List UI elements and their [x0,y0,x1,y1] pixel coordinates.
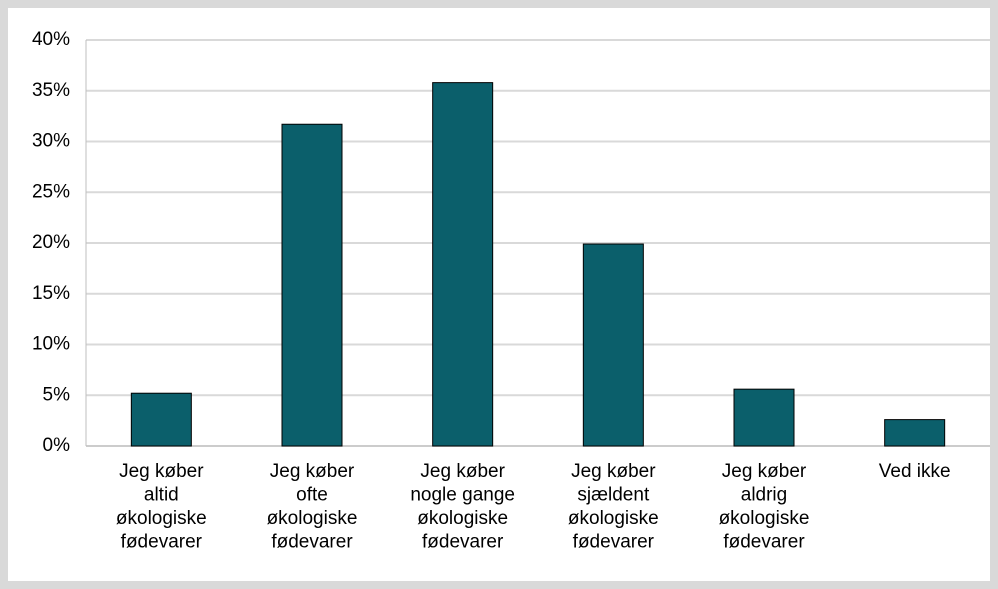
x-tick-label: fødevarer [573,532,655,553]
y-tick-label: 10% [32,334,70,355]
x-tick-label: økologiske [417,508,508,529]
y-tick-label: 5% [43,384,71,405]
x-tick-label: sjældent [577,485,650,506]
x-tick-label: fødevarer [121,532,203,553]
x-tick-label: fødevarer [723,532,805,553]
x-tick-label: Jeg køber [571,461,656,482]
x-tick-label: altid [144,485,179,506]
bar [733,388,795,447]
x-tick-label: økologiske [116,508,207,529]
bar [432,82,494,447]
x-tick-label: Jeg køber [270,461,355,482]
x-tick-label: fødevarer [422,532,504,553]
x-tick-label: fødevarer [271,532,353,553]
y-tick-label: 30% [32,131,70,152]
bar [884,419,946,447]
x-tick-label: Jeg køber [119,461,204,482]
y-tick-label: 20% [32,232,70,253]
x-tick-label: Ved ikke [879,461,951,482]
x-tick-label: Jeg køber [722,461,807,482]
x-tick-label: økologiske [568,508,659,529]
x-tick-label: økologiske [267,508,358,529]
y-tick-label: 35% [32,80,70,101]
bar [582,243,644,447]
bar [281,123,343,447]
x-tick-label: aldrig [741,485,787,506]
bar [130,392,192,447]
x-tick-label: nogle gange [410,485,515,506]
y-tick-label: 15% [32,283,70,304]
y-tick-label: 25% [32,181,70,202]
x-tick-label: økologiske [719,508,810,529]
y-tick-label: 0% [43,435,71,456]
x-tick-label: Jeg køber [420,461,505,482]
x-tick-label: ofte [296,485,328,506]
y-tick-label: 40% [32,29,70,50]
